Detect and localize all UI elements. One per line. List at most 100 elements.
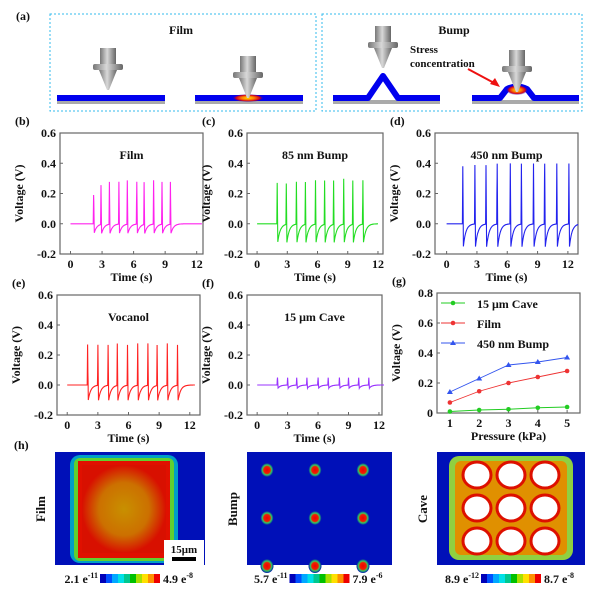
- colorbar-segment: [106, 574, 112, 583]
- colorbar-max-base: 7.9 e: [353, 572, 377, 586]
- stress-spot: [260, 511, 274, 525]
- colorbar-segment: [343, 574, 350, 583]
- colorbar-segment: [331, 574, 338, 583]
- chart-title: 450 nm Bump: [470, 148, 542, 162]
- x-tick-label: 12: [373, 418, 385, 432]
- cave-hole: [461, 493, 493, 523]
- y-tick-label: 0.0: [416, 217, 431, 231]
- y-tick-label: 0.6: [228, 288, 243, 302]
- bump-title: Bump: [438, 23, 470, 37]
- x-tick-label: 4: [535, 416, 541, 430]
- y-axis-label: Voltage (V): [387, 165, 401, 223]
- y-tick-label: 0.2: [416, 187, 431, 201]
- colorbar-min-base: 2.1 e: [64, 572, 88, 586]
- colorbar-segment: [118, 574, 124, 583]
- x-tick-label: 6: [126, 418, 132, 432]
- panel-label: (e): [12, 276, 25, 290]
- colorbar-segment: [112, 574, 118, 583]
- panel-label: (c): [202, 114, 215, 128]
- y-tick-label: -0.2: [224, 408, 243, 422]
- colorbar-min-exp: -12: [468, 571, 479, 580]
- x-tick-label: 6: [315, 257, 321, 271]
- voltage-trace: [67, 343, 195, 401]
- x-tick-label: 12: [562, 257, 574, 271]
- cave-hole: [495, 493, 527, 523]
- x-tick-label: 12: [191, 257, 203, 271]
- heatmap-bump: [247, 452, 392, 573]
- x-axis-label: Time (s): [107, 431, 149, 445]
- x-tick-label: 1: [447, 416, 453, 430]
- data-point: [535, 374, 541, 380]
- colorbar-segment: [148, 574, 154, 583]
- y-tick-label: 0: [427, 406, 433, 420]
- colorbar-max-label: 4.9 e-8: [163, 571, 193, 586]
- y-tick-label: 0.2: [41, 187, 56, 201]
- stress-spot: [308, 511, 322, 525]
- colorbar-bump: Bump 5.7 e-11 7.9 e-6: [225, 492, 383, 586]
- y-axis-label: Voltage (V): [9, 326, 23, 384]
- bump-pressed: [472, 50, 579, 104]
- colorbar-segment: [517, 574, 523, 583]
- y-tick-label: 0.4: [38, 318, 53, 332]
- y-tick-label: -0.2: [224, 247, 243, 261]
- y-tick-label: 0.6: [418, 316, 433, 330]
- voltage-trace: [70, 180, 202, 234]
- y-tick-label: -0.2: [37, 247, 56, 261]
- colorbar-segment: [505, 574, 511, 583]
- film-flat: [57, 48, 165, 104]
- heatmap-row-label: Cave: [415, 495, 430, 523]
- colorbar-min-label: 2.1 e-11: [64, 571, 98, 586]
- y-tick-label: 0.4: [228, 156, 243, 170]
- colorbar-max-exp: -6: [376, 571, 383, 580]
- colorbar-segment: [499, 574, 505, 583]
- x-tick-label: 3: [474, 257, 480, 271]
- data-point: [446, 389, 453, 394]
- x-tick-label: 3: [99, 257, 105, 271]
- film-title: Film: [169, 23, 193, 37]
- voltage-trace: [257, 178, 378, 243]
- panel-a-schematic: (a) Film Bump Stress concentration: [16, 9, 583, 112]
- colorbar-max-label: 7.9 e-6: [353, 571, 383, 586]
- panel-label: (f): [202, 276, 214, 290]
- y-tick-label: 0.6: [228, 126, 243, 140]
- data-point: [505, 362, 512, 367]
- colorbar-min-exp: -11: [277, 571, 287, 580]
- film-pressed: [195, 56, 303, 104]
- x-tick-label: 12: [372, 257, 384, 271]
- legend-label: 15 μm Cave: [477, 297, 538, 311]
- colorbar-segment: [313, 574, 320, 583]
- voltage-trace: [257, 377, 384, 391]
- x-tick-label: 6: [131, 257, 137, 271]
- data-point: [476, 388, 482, 394]
- colorbar-min-label: 5.7 e-11: [254, 571, 288, 586]
- colorbar-min-exp: -11: [88, 571, 98, 580]
- y-tick-label: 0.4: [418, 346, 433, 360]
- chart-title: 85 nm Bump: [282, 148, 348, 162]
- bump-box: [321, 13, 583, 112]
- stress-spot: [308, 463, 322, 477]
- y-axis-label: Voltage (V): [12, 165, 26, 223]
- data-point: [564, 368, 570, 374]
- x-tick-label: 0: [444, 257, 450, 271]
- plot-frame: [436, 292, 581, 414]
- x-tick-label: 9: [346, 418, 352, 432]
- x-axis-label: Time (s): [110, 270, 152, 284]
- x-tick-label: 5: [564, 416, 570, 430]
- x-tick-label: 9: [156, 418, 162, 432]
- legend-label: 450 nm Bump: [477, 337, 549, 351]
- x-axis-label: Pressure (kPa): [471, 429, 546, 443]
- panel-label: (d): [390, 114, 405, 128]
- colorbar-segment: [124, 574, 130, 583]
- x-tick-label: 6: [315, 418, 321, 432]
- data-point: [476, 407, 482, 413]
- y-tick-label: 0.0: [228, 378, 243, 392]
- x-tick-label: 0: [64, 418, 70, 432]
- x-tick-label: 0: [254, 418, 260, 432]
- x-tick-label: 3: [95, 418, 101, 432]
- y-tick-label: 0.2: [418, 376, 433, 390]
- colorbar-segment: [337, 574, 344, 583]
- cave-hole: [529, 493, 561, 523]
